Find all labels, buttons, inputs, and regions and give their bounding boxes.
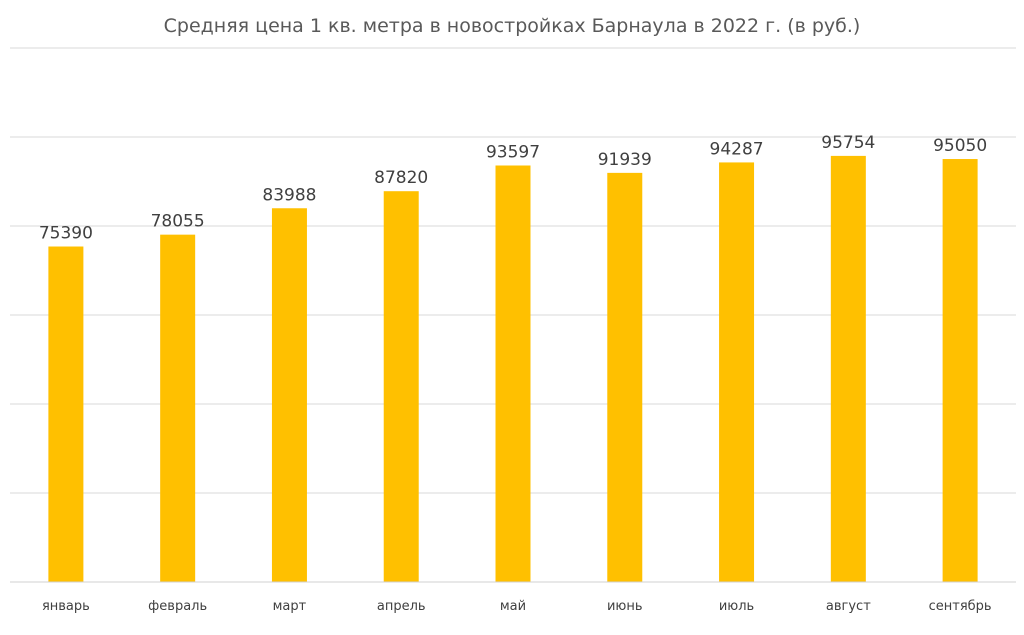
bar-2 (160, 234, 196, 582)
x-axis-tick-labels: январь февраль март апрель май июнь июль август… (42, 599, 992, 614)
data-label-6: 91939 (598, 150, 652, 170)
x-tick-label-6: июнь (607, 599, 643, 614)
bar-9 (942, 159, 978, 582)
x-tick-label-3: март (273, 599, 307, 614)
data-label-7: 94287 (710, 139, 764, 159)
x-tick-label-8: август (826, 599, 871, 614)
bar-8 (830, 155, 866, 582)
data-label-4: 87820 (374, 168, 428, 188)
bars (48, 155, 978, 583)
x-tick-label-4: апрель (377, 599, 426, 614)
bar-6 (607, 172, 643, 582)
data-label-5: 93597 (486, 142, 540, 162)
x-tick-label-7: июль (719, 599, 754, 614)
bar-5 (495, 165, 531, 582)
x-tick-label-2: февраль (148, 599, 207, 614)
data-labels: 75390 78055 83988 87820 93597 91939 94287 95754… (39, 133, 987, 244)
data-label-3: 83988 (262, 185, 316, 205)
bar-4 (383, 191, 419, 583)
bar-7 (719, 162, 755, 582)
x-tick-label-5: май (500, 599, 526, 614)
data-label-1: 75390 (39, 224, 93, 244)
bar-3 (271, 208, 307, 582)
bar-1 (48, 246, 84, 582)
chart-title: Средняя цена 1 кв. метра в новостройках … (164, 15, 861, 37)
data-label-9: 95050 (933, 136, 987, 156)
x-tick-label-1: январь (42, 599, 90, 614)
data-label-2: 78055 (151, 212, 205, 232)
x-tick-label-9: сентябрь (929, 599, 992, 614)
data-label-8: 95754 (821, 133, 875, 153)
